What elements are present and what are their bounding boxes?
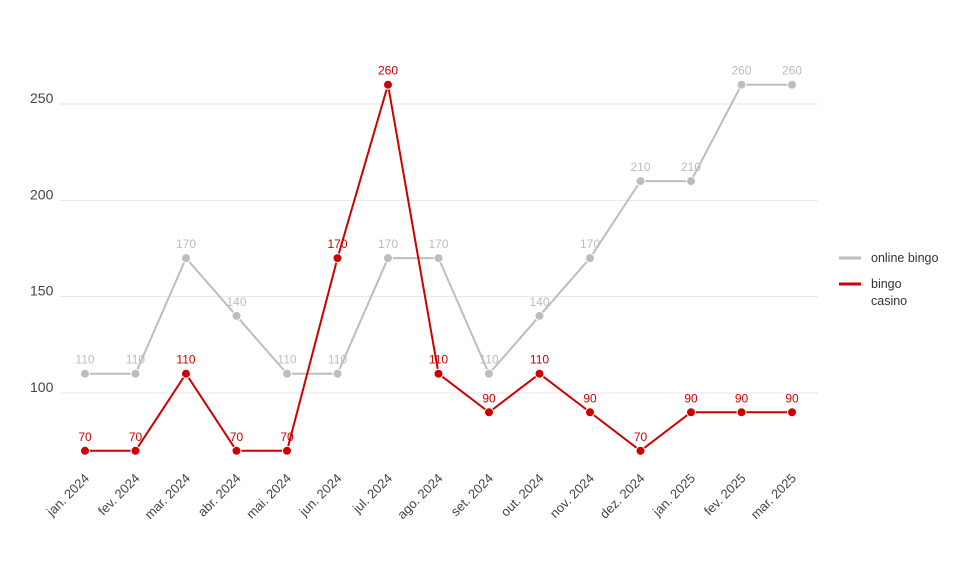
- x-tick-label: nov. 2024: [547, 471, 597, 521]
- x-axis: jan. 2024 fev. 2024 mar. 2024 abr. 2024 mai.…: [43, 471, 799, 523]
- x-tick-label: fev. 2024: [95, 471, 143, 519]
- x-tick-label: fev. 2025: [701, 471, 749, 519]
- series-bingo-casino: 70 70 110 70 70 170 260 110 90 110 90 70 90 90 90: [78, 64, 799, 456]
- x-tick-label: jan. 2025: [649, 471, 698, 520]
- data-point: [736, 79, 747, 90]
- data-label: 110: [277, 353, 296, 367]
- y-tick-label: 200: [30, 186, 54, 202]
- data-point: [231, 310, 242, 321]
- data-point: [383, 79, 393, 90]
- data-label: 90: [785, 391, 799, 405]
- data-label: 90: [684, 391, 698, 405]
- data-label: 70: [230, 430, 244, 444]
- data-point: [484, 368, 494, 379]
- data-point: [332, 253, 343, 264]
- data-label: 260: [731, 64, 751, 78]
- data-label: 70: [280, 430, 294, 444]
- data-label: 110: [328, 353, 347, 367]
- data-point: [433, 368, 444, 379]
- data-label: 170: [176, 237, 196, 251]
- data-label: 90: [735, 391, 749, 405]
- data-label: 260: [782, 64, 802, 78]
- data-point: [787, 79, 797, 90]
- data-point: [787, 407, 797, 418]
- x-tick-label: abr. 2024: [195, 471, 244, 520]
- y-tick-label: 250: [30, 90, 54, 106]
- data-label: 210: [681, 160, 701, 174]
- data-label: 170: [378, 237, 398, 251]
- data-label: 110: [429, 353, 448, 367]
- data-label: 110: [479, 353, 498, 367]
- data-point: [534, 310, 545, 321]
- data-point: [231, 445, 242, 456]
- data-point: [282, 445, 292, 456]
- legend-label: casino: [871, 294, 907, 308]
- legend-item-bingo-casino: bingo casino: [839, 277, 907, 308]
- x-tick-label: set. 2024: [448, 471, 496, 519]
- y-tick-label: 100: [30, 379, 54, 395]
- data-label: 70: [129, 430, 143, 444]
- data-point: [433, 253, 444, 264]
- data-point: [332, 368, 343, 379]
- data-label: 110: [75, 353, 94, 367]
- x-tick-label: jun. 2024: [295, 471, 344, 520]
- data-label: 110: [126, 353, 145, 367]
- data-label: 70: [78, 430, 92, 444]
- data-label: 70: [634, 430, 648, 444]
- grid-lines: [60, 103, 818, 394]
- data-point: [585, 253, 595, 264]
- data-point: [585, 407, 595, 418]
- y-axis: 100 150 200 250: [30, 90, 54, 395]
- data-point: [383, 253, 393, 264]
- data-label: 140: [529, 295, 549, 309]
- series-group: 110 110 170 140 110 110 170 170 110 140 170 210 210 2…: [75, 64, 802, 456]
- series-line: [85, 83, 792, 375]
- data-label: 210: [630, 160, 650, 174]
- data-label: 110: [176, 353, 195, 367]
- data-label: 170: [327, 237, 347, 251]
- data-point: [181, 368, 191, 379]
- data-point: [484, 407, 494, 418]
- x-tick-label: mar. 2025: [748, 471, 799, 522]
- series-online-bingo: 110 110 170 140 110 110 170 170 110 140 170 210 210 2…: [75, 64, 802, 379]
- data-label: 170: [580, 237, 600, 251]
- y-tick-label: 150: [30, 283, 54, 299]
- x-tick-label: mai. 2024: [243, 471, 294, 522]
- data-point: [686, 176, 696, 187]
- data-label: 170: [428, 237, 448, 251]
- legend-label: bingo: [871, 277, 902, 291]
- legend-label: online bingo: [871, 251, 938, 265]
- data-point: [736, 407, 747, 418]
- x-tick-label: out. 2024: [498, 471, 547, 520]
- x-tick-label: mar. 2024: [142, 471, 193, 522]
- data-point: [80, 445, 90, 456]
- x-tick-label: ago. 2024: [394, 471, 446, 523]
- data-point: [130, 368, 141, 379]
- legend-item-online-bingo: online bingo: [839, 251, 938, 265]
- data-label: 90: [482, 391, 496, 405]
- data-point: [181, 253, 191, 264]
- data-label: 260: [378, 64, 398, 78]
- data-point: [635, 445, 646, 456]
- legend: online bingo bingo casino: [839, 251, 938, 308]
- data-point: [130, 445, 141, 456]
- data-label: 140: [226, 295, 246, 309]
- data-point: [534, 368, 545, 379]
- data-point: [635, 176, 646, 187]
- data-point: [282, 368, 292, 379]
- x-tick-label: dez. 2024: [597, 471, 648, 522]
- data-label: 110: [530, 353, 549, 367]
- data-point: [80, 368, 90, 379]
- x-tick-label: jan. 2024: [43, 471, 92, 520]
- x-tick-label: jul. 2024: [349, 471, 395, 517]
- data-label: 90: [583, 391, 597, 405]
- data-point: [686, 407, 696, 418]
